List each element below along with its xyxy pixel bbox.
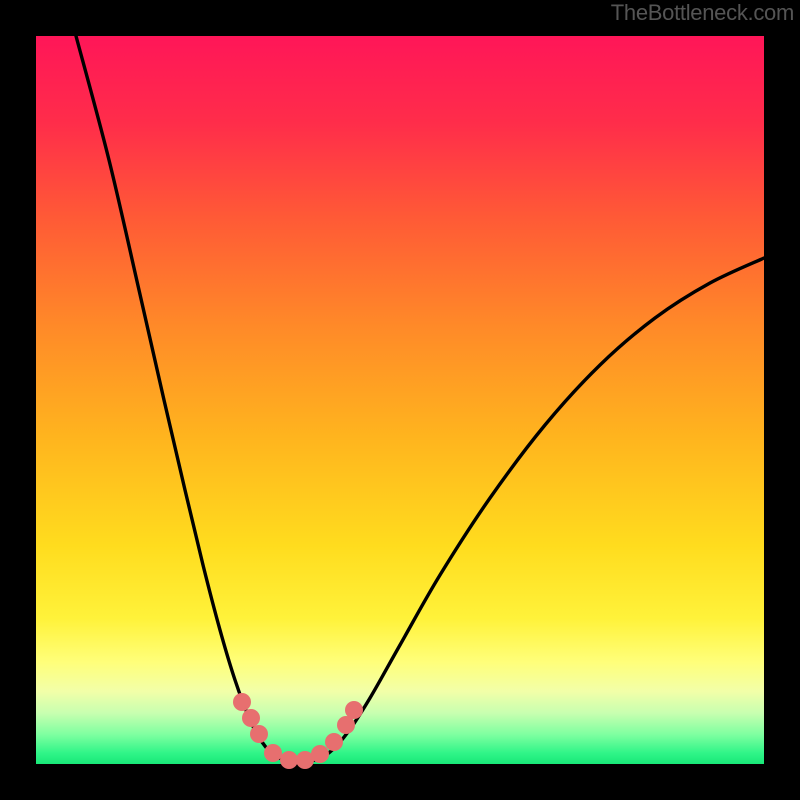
plot-background xyxy=(36,36,764,764)
curve-bead xyxy=(233,693,251,711)
curve-bead xyxy=(242,709,260,727)
curve-bead xyxy=(264,744,282,762)
curve-bead xyxy=(345,701,363,719)
curve-bead xyxy=(280,751,298,769)
curve-bead xyxy=(250,725,268,743)
bottleneck-chart: { "watermark": { "text": "TheBottleneck.… xyxy=(0,0,800,800)
chart-svg xyxy=(0,0,800,800)
curve-bead xyxy=(325,733,343,751)
curve-bead xyxy=(311,745,329,763)
watermark-text: TheBottleneck.com xyxy=(611,0,794,26)
